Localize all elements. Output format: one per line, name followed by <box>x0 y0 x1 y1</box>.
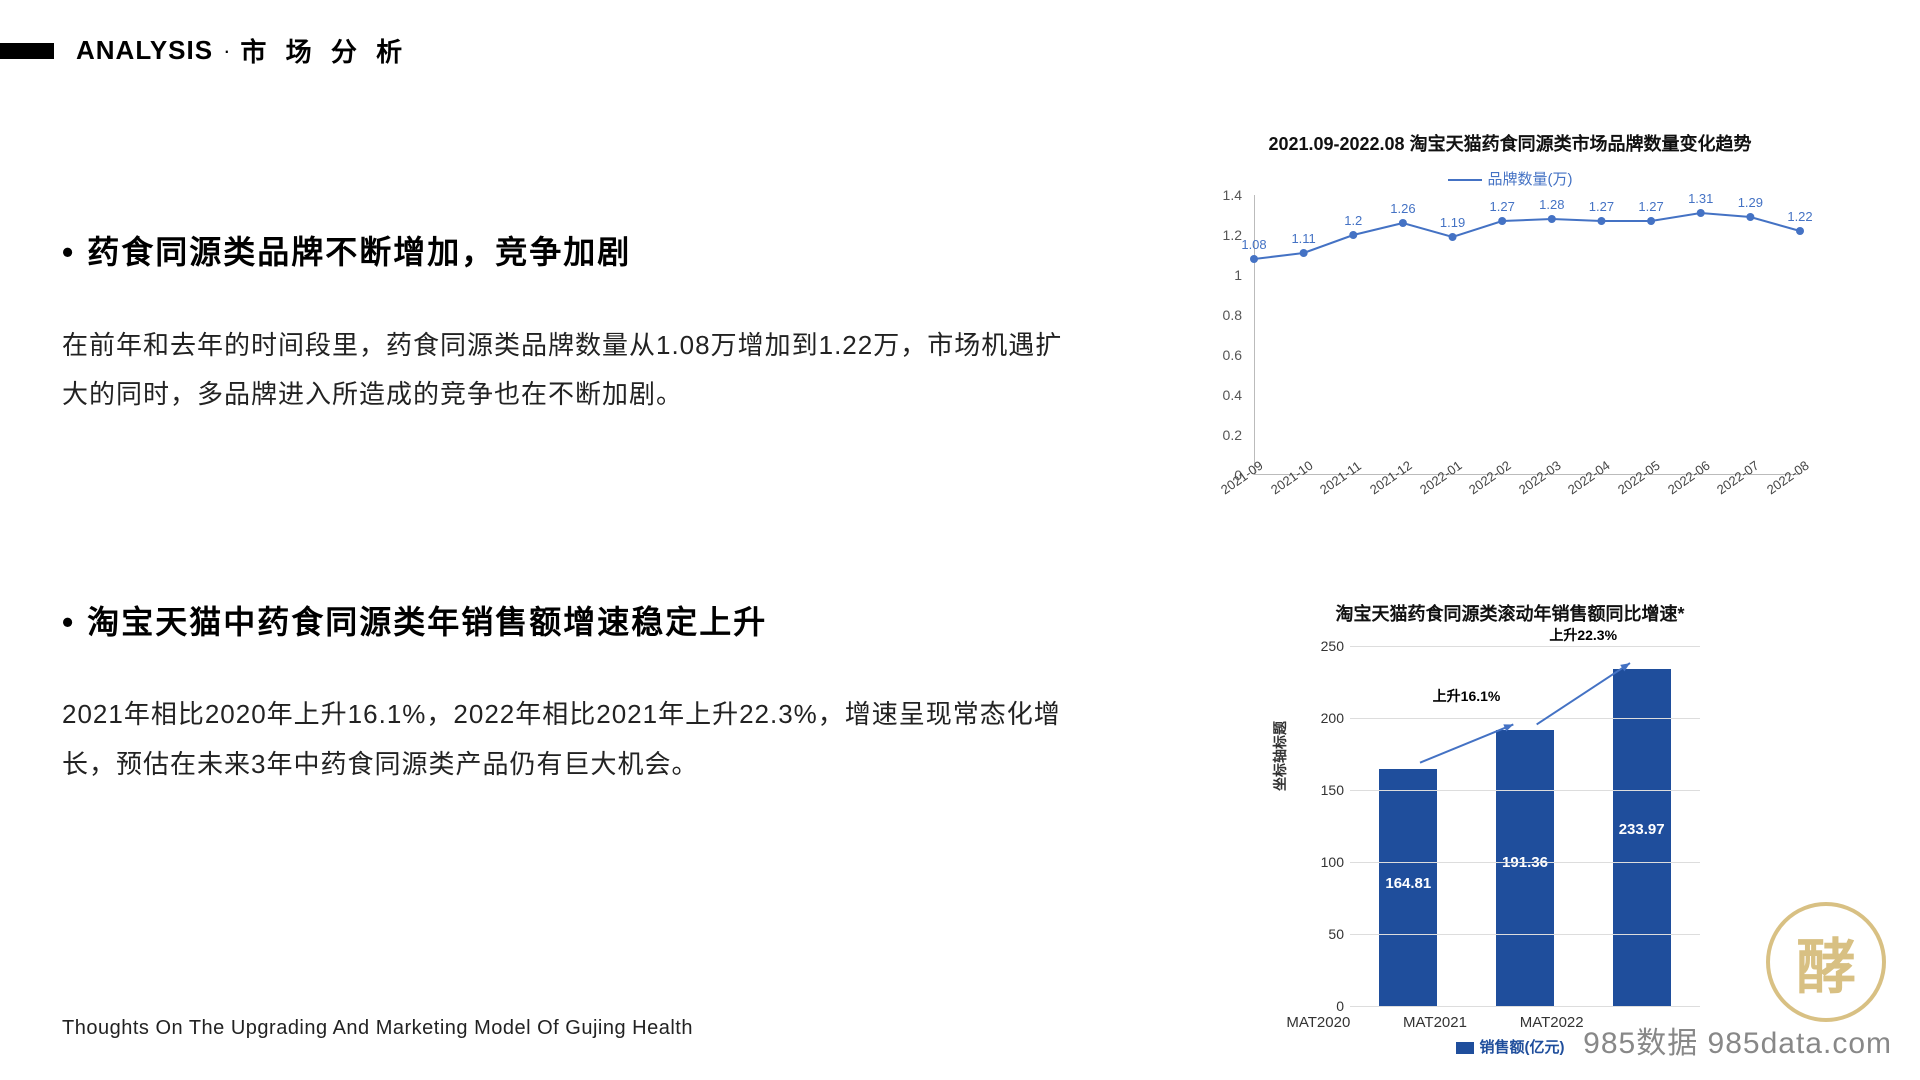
bar-chart-ytick: 100 <box>1308 854 1344 870</box>
svg-text:1.08: 1.08 <box>1241 237 1266 252</box>
svg-text:1.19: 1.19 <box>1440 215 1465 230</box>
section-2-title: 淘宝天猫中药食同源类年销售额增速稳定上升 <box>87 600 767 645</box>
bar-chart: 淘宝天猫药食同源类滚动年销售额同比增速* 坐标轴标题 164.81191.362… <box>1230 600 1790 1057</box>
footer-text: Thoughts On The Upgrading And Marketing … <box>62 1017 693 1040</box>
bar-chart-legend-label: 销售额(亿元) <box>1480 1039 1565 1056</box>
line-chart: 2021.09-2022.08 淘宝天猫药食同源类市场品牌数量变化趋势 品牌数量… <box>1190 130 1830 529</box>
svg-text:1.27: 1.27 <box>1490 199 1515 214</box>
bar-chart-ytick: 200 <box>1308 710 1344 726</box>
svg-text:1.2: 1.2 <box>1344 213 1362 228</box>
watermark: 985数据 985data.com <box>1583 1018 1892 1062</box>
svg-text:1.28: 1.28 <box>1539 197 1564 212</box>
section-2: • 淘宝天猫中药食同源类年销售额增速稳定上升 2021年相比2020年上升16.… <box>62 600 1072 790</box>
line-chart-xlabels: 2021-092021-102021-112021-122022-012022-… <box>1224 479 1770 529</box>
bar-chart-ylabel: 坐标轴标题 <box>1270 721 1290 791</box>
svg-text:1.29: 1.29 <box>1738 195 1763 210</box>
left-text-column: • 药食同源类品牌不断增加，竞争加剧 在前年和去年的时间段里，药食同源类品牌数量… <box>62 230 1072 949</box>
line-chart-plot: 1.081.111.21.261.191.271.281.271.271.311… <box>1220 195 1800 475</box>
brand-logo: 酵 <box>1766 902 1886 1022</box>
bar-chart-xtick: MAT2022 <box>1520 1014 1584 1031</box>
slide-header: ANALYSIS · 市 场 分 析 <box>0 32 408 69</box>
header-accent-bar <box>0 43 54 59</box>
line-chart-ytick: 1 <box>1212 267 1242 283</box>
header-title-en: ANALYSIS <box>76 35 213 66</box>
bullet-2: • <box>62 600 73 645</box>
bar-chart-title: 淘宝天猫药食同源类滚动年销售额同比增速* <box>1230 600 1790 626</box>
header-title-cn: 市 场 分 析 <box>240 32 408 69</box>
line-chart-ytick: 1.2 <box>1212 227 1242 243</box>
brand-logo-text: 酵 <box>1796 919 1856 1006</box>
header-separator: · <box>223 38 230 64</box>
line-chart-ytick: 0.2 <box>1212 427 1242 443</box>
svg-text:1.26: 1.26 <box>1390 201 1415 216</box>
svg-text:1.22: 1.22 <box>1787 209 1812 224</box>
bar-chart-ytick: 250 <box>1308 638 1344 654</box>
bar-chart-xtick: MAT2020 <box>1286 1014 1350 1031</box>
line-chart-ytick: 0.6 <box>1212 347 1242 363</box>
section-1: • 药食同源类品牌不断增加，竞争加剧 在前年和去年的时间段里，药食同源类品牌数量… <box>62 230 1072 420</box>
section-2-body: 2021年相比2020年上升16.1%，2022年相比2021年上升22.3%，… <box>62 690 1072 789</box>
line-chart-ytick: 1.4 <box>1212 187 1242 203</box>
svg-text:1.27: 1.27 <box>1638 199 1663 214</box>
line-chart-ytick: 0.8 <box>1212 307 1242 323</box>
bar-chart-xtick: MAT2021 <box>1403 1014 1467 1031</box>
line-chart-title: 2021.09-2022.08 淘宝天猫药食同源类市场品牌数量变化趋势 <box>1190 130 1830 156</box>
bar-chart-ytick: 150 <box>1308 782 1344 798</box>
section-1-body: 在前年和去年的时间段里，药食同源类品牌数量从1.08万增加到1.22万，市场机遇… <box>62 321 1072 420</box>
line-chart-legend: 品牌数量(万) <box>1190 168 1830 189</box>
bar-chart-plot: 坐标轴标题 164.81191.36233.97 050100150200250… <box>1320 646 1700 1006</box>
bar-annotation: 上升22.3% <box>1549 625 1617 645</box>
svg-text:1.31: 1.31 <box>1688 191 1713 206</box>
section-1-title: 药食同源类品牌不断增加，竞争加剧 <box>87 230 631 275</box>
svg-text:1.27: 1.27 <box>1589 199 1614 214</box>
bullet-1: • <box>62 230 73 275</box>
bar-chart-ytick: 0 <box>1308 998 1344 1014</box>
line-chart-legend-label: 品牌数量(万) <box>1488 171 1573 188</box>
bar-chart-ytick: 50 <box>1308 926 1344 942</box>
line-chart-ytick: 0.4 <box>1212 387 1242 403</box>
svg-text:1.11: 1.11 <box>1291 231 1315 246</box>
